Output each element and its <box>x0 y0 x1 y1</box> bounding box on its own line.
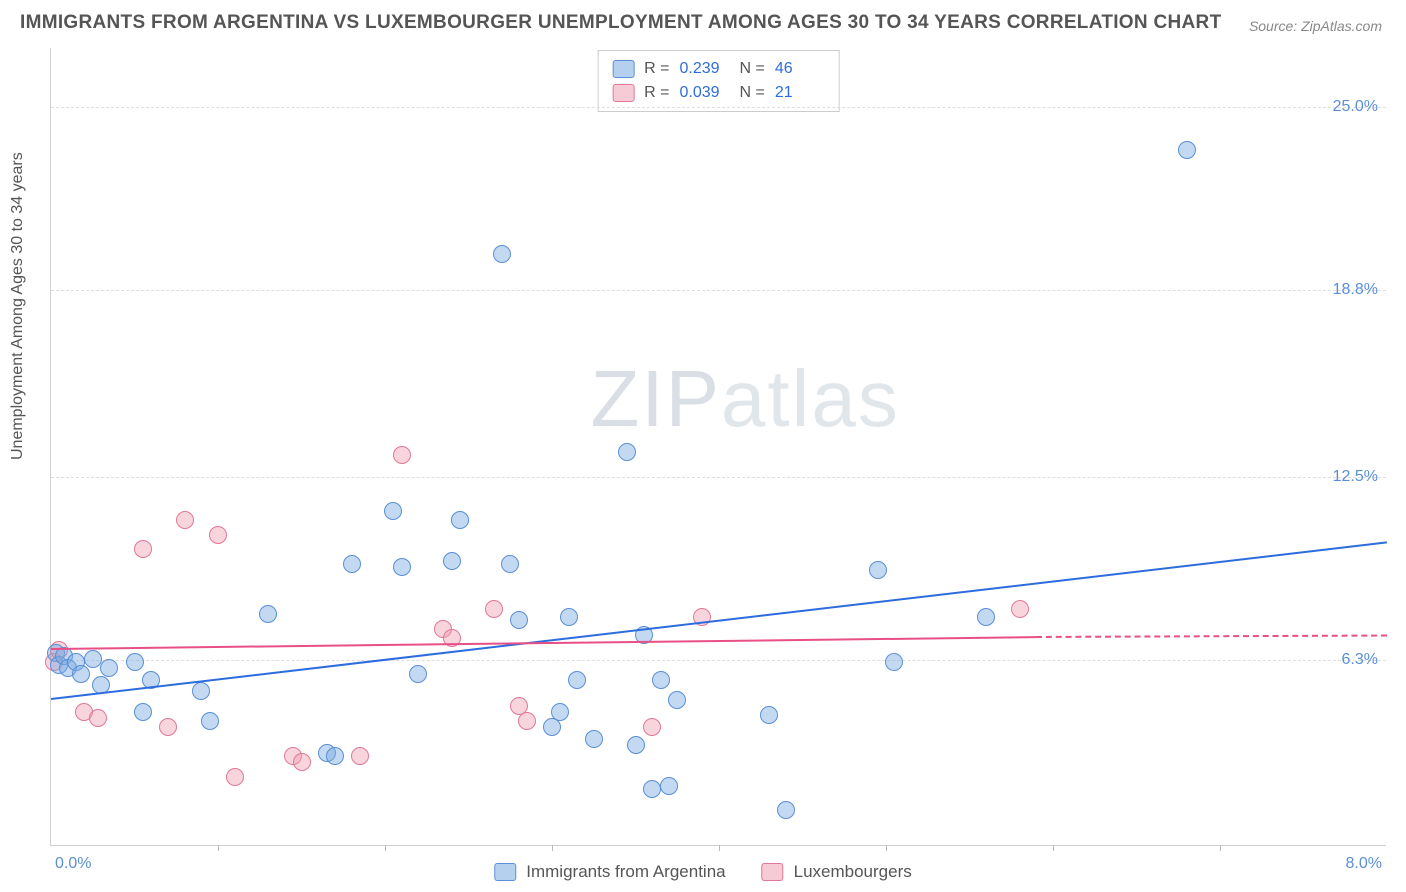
data-point-pink <box>89 709 107 727</box>
data-point-blue <box>100 659 118 677</box>
legend-item-pink: Luxembourgers <box>762 862 912 882</box>
legend-r-value: 0.039 <box>680 81 730 105</box>
legend-swatch-pink <box>612 84 634 102</box>
x-tick <box>1053 845 1054 851</box>
legend-row: R = 0.239 N = 46 <box>612 57 825 81</box>
y-tick-label: 25.0% <box>1333 98 1378 116</box>
data-point-blue <box>643 780 661 798</box>
legend-label: Immigrants from Argentina <box>526 862 725 882</box>
watermark: ZIPatlas <box>590 353 899 445</box>
y-tick-label: 18.8% <box>1333 281 1378 299</box>
chart-area: ZIPatlas R = 0.239 N = 46 R = 0.039 N = 21 6.3%… <box>50 48 1386 846</box>
gridline <box>51 660 1386 661</box>
x-tick <box>1220 845 1221 851</box>
legend-n-label: N = <box>740 81 765 105</box>
data-point-blue <box>384 502 402 520</box>
data-point-blue <box>134 703 152 721</box>
gridline <box>51 107 1386 108</box>
data-point-blue <box>760 706 778 724</box>
data-point-blue <box>510 611 528 629</box>
data-point-pink <box>518 712 536 730</box>
data-point-pink <box>226 768 244 786</box>
data-point-pink <box>485 600 503 618</box>
legend-row: R = 0.039 N = 21 <box>612 81 825 105</box>
data-point-blue <box>326 747 344 765</box>
x-tick <box>385 845 386 851</box>
legend-swatch-blue <box>494 863 516 881</box>
legend-r-label: R = <box>644 57 669 81</box>
watermark-atlas: atlas <box>721 354 900 443</box>
data-point-pink <box>351 747 369 765</box>
plot-region: ZIPatlas R = 0.239 N = 46 R = 0.039 N = 21 6.3%… <box>50 48 1386 846</box>
data-point-pink <box>293 753 311 771</box>
data-point-blue <box>1178 141 1196 159</box>
x-tick-label: 0.0% <box>55 855 91 873</box>
data-point-blue <box>869 561 887 579</box>
chart-title: IMMIGRANTS FROM ARGENTINA VS LUXEMBOURGE… <box>20 12 1221 34</box>
data-point-pink <box>393 446 411 464</box>
data-point-pink <box>176 511 194 529</box>
data-point-blue <box>777 801 795 819</box>
legend-swatch-blue <box>612 60 634 78</box>
data-point-blue <box>84 650 102 668</box>
source-attribution: Source: ZipAtlas.com <box>1249 18 1382 34</box>
data-point-blue <box>568 671 586 689</box>
data-point-blue <box>493 245 511 263</box>
data-point-blue <box>72 665 90 683</box>
data-point-blue <box>885 653 903 671</box>
data-point-blue <box>660 777 678 795</box>
data-point-blue <box>126 653 144 671</box>
legend-item-blue: Immigrants from Argentina <box>494 862 725 882</box>
data-point-blue <box>501 555 519 573</box>
series-legend: Immigrants from Argentina Luxembourgers <box>494 862 911 882</box>
data-point-blue <box>192 682 210 700</box>
data-point-pink <box>1011 600 1029 618</box>
legend-n-label: N = <box>740 57 765 81</box>
data-point-blue <box>443 552 461 570</box>
data-point-blue <box>618 443 636 461</box>
x-tick <box>886 845 887 851</box>
data-point-pink <box>209 526 227 544</box>
legend-n-value: 21 <box>775 81 825 105</box>
data-point-blue <box>259 605 277 623</box>
y-tick-label: 12.5% <box>1333 468 1378 486</box>
data-point-blue <box>451 511 469 529</box>
data-point-blue <box>393 558 411 576</box>
legend-r-label: R = <box>644 81 669 105</box>
data-point-blue <box>551 703 569 721</box>
data-point-blue <box>668 691 686 709</box>
data-point-blue <box>409 665 427 683</box>
gridline <box>51 290 1386 291</box>
watermark-zip: ZIP <box>590 354 720 443</box>
data-point-blue <box>343 555 361 573</box>
data-point-pink <box>134 540 152 558</box>
data-point-blue <box>560 608 578 626</box>
x-tick <box>719 845 720 851</box>
gridline <box>51 477 1386 478</box>
data-point-pink <box>643 718 661 736</box>
trendline-pink <box>51 636 1036 650</box>
y-tick-label: 6.3% <box>1342 651 1378 669</box>
trendline-pink-extrapolated <box>1036 635 1387 638</box>
legend-swatch-pink <box>762 863 784 881</box>
legend-n-value: 46 <box>775 57 825 81</box>
data-point-blue <box>627 736 645 754</box>
x-tick-label: 8.0% <box>1346 855 1382 873</box>
y-axis-label: Unemployment Among Ages 30 to 34 years <box>9 152 27 460</box>
correlation-legend: R = 0.239 N = 46 R = 0.039 N = 21 <box>597 50 840 112</box>
data-point-pink <box>159 718 177 736</box>
data-point-blue <box>585 730 603 748</box>
data-point-blue <box>201 712 219 730</box>
legend-r-value: 0.239 <box>680 57 730 81</box>
x-tick <box>552 845 553 851</box>
data-point-blue <box>977 608 995 626</box>
legend-label: Luxembourgers <box>794 862 912 882</box>
trendline-blue <box>51 542 1387 701</box>
x-tick <box>218 845 219 851</box>
data-point-blue <box>652 671 670 689</box>
